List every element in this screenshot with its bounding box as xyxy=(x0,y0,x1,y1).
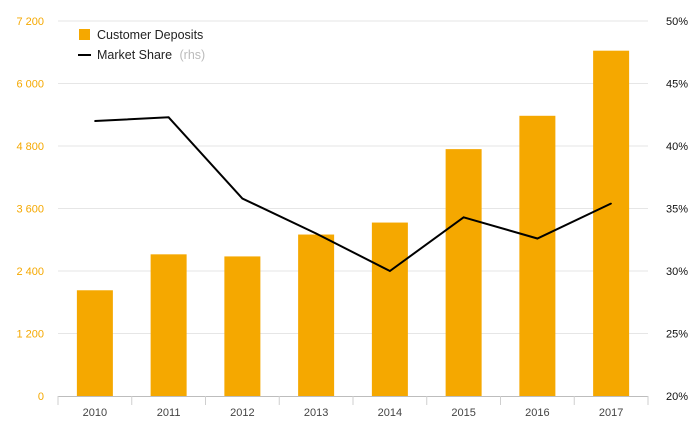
x-tick-label: 2013 xyxy=(304,407,328,419)
market-share-point-2014 xyxy=(389,270,391,272)
legend-label-customer-deposits: Customer Deposits xyxy=(97,28,203,42)
x-tick-label: 2015 xyxy=(451,407,475,419)
right-tick-label: 30% xyxy=(666,266,688,278)
x-tick-label: 2014 xyxy=(378,407,402,419)
legend-label-market-share-suffix: (rhs) xyxy=(180,48,206,62)
market-share-point-2012 xyxy=(241,197,244,200)
left-tick-label: 2 400 xyxy=(16,266,44,278)
right-tick-label: 35% xyxy=(666,204,688,216)
left-tick-label: 0 xyxy=(38,391,44,403)
market-share-point-2017 xyxy=(610,202,612,205)
bar-2016 xyxy=(519,115,556,397)
right-tick-label: 20% xyxy=(666,391,688,403)
bar-2010 xyxy=(76,290,113,396)
bar-2017 xyxy=(593,50,630,396)
market-share-point-2016 xyxy=(536,237,539,240)
right-tick-label: 50% xyxy=(666,16,688,28)
left-tick-label: 3 600 xyxy=(16,204,44,216)
legend-label-market-share-name: Market Share xyxy=(97,48,172,62)
bar-2013 xyxy=(298,234,335,396)
x-tick-label: 2012 xyxy=(230,407,254,419)
market-share-line xyxy=(94,116,612,273)
left-tick-label: 1 200 xyxy=(16,329,44,341)
bar-2014 xyxy=(371,222,408,396)
x-tick-label: 2011 xyxy=(157,407,181,419)
line-market-share xyxy=(94,116,612,273)
left-tick-label: 6 000 xyxy=(16,79,44,91)
gridlines xyxy=(58,20,648,334)
x-axis-ticks: 2010 2011 2012 2013 2014 2015 2016 2017 xyxy=(83,407,624,419)
x-axis xyxy=(57,396,649,405)
legend-label-market-share: Market Share (rhs) xyxy=(97,48,205,62)
left-tick-label: 7 200 xyxy=(16,16,44,28)
market-share-point-2015 xyxy=(462,216,465,219)
bar-2012 xyxy=(224,256,261,396)
market-share-point-2010 xyxy=(94,120,96,122)
bar-2015 xyxy=(445,149,482,396)
x-tick-label: 2016 xyxy=(525,407,549,419)
right-tick-label: 25% xyxy=(666,329,688,341)
right-tick-label: 40% xyxy=(666,141,688,153)
bars-customer-deposits xyxy=(76,50,630,397)
legend: Customer Deposits Market Share (rhs) xyxy=(78,28,205,62)
x-tick-label: 2010 xyxy=(83,407,107,419)
market-share-point-2011 xyxy=(167,116,170,119)
bar-2011 xyxy=(150,254,187,396)
left-tick-label: 4 800 xyxy=(16,141,44,153)
right-tick-label: 45% xyxy=(666,79,688,91)
x-tick-label: 2017 xyxy=(599,407,623,419)
market-share-point-2013 xyxy=(315,232,317,235)
legend-swatch-customer-deposits xyxy=(79,29,90,40)
right-axis-ticks: 20% 25% 30% 35% 40% 45% 50% xyxy=(666,16,688,403)
left-axis-ticks: 0 1 200 2 400 3 600 4 800 6 000 7 200 xyxy=(16,16,44,403)
